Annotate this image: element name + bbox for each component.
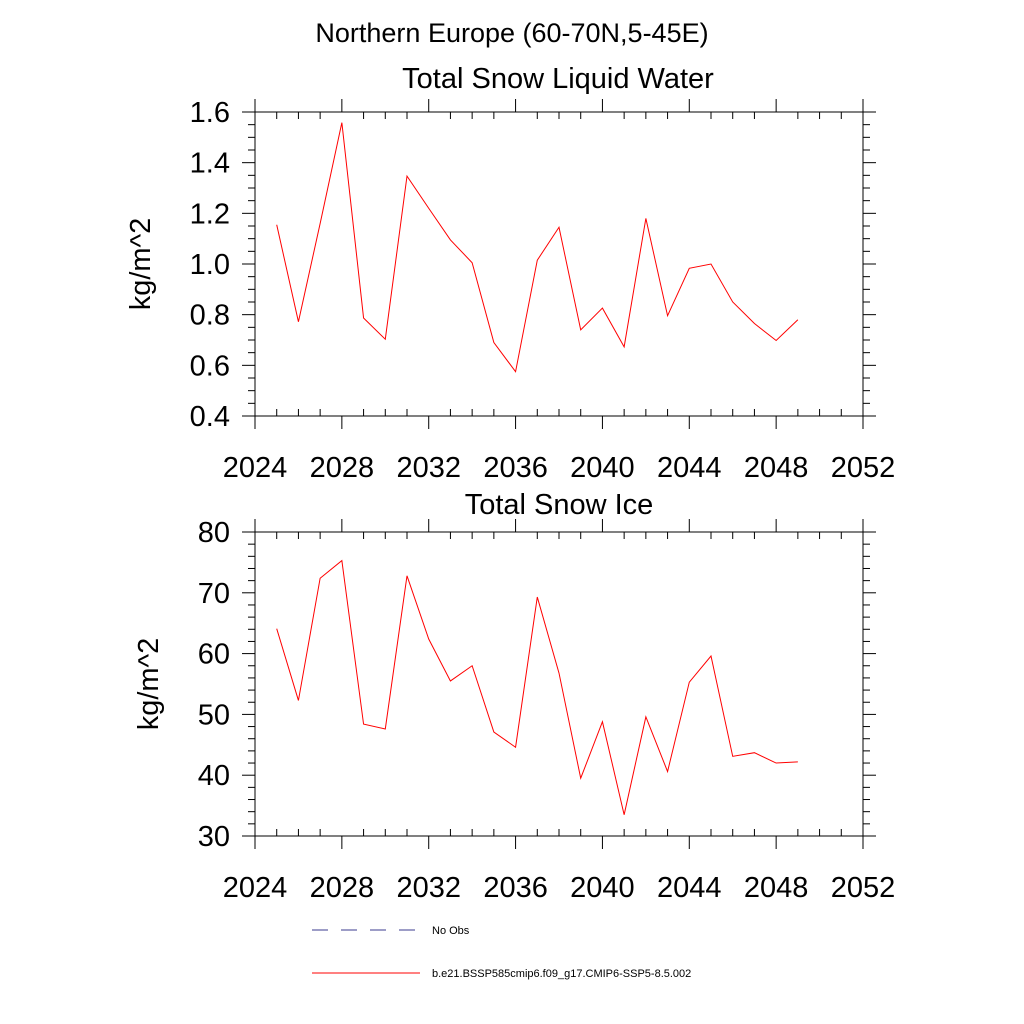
y-tick-label-50: 50 [198,699,230,731]
y-axis-label-snow-liquid-water: kg/m^2 [125,218,157,311]
y-tick-label-70: 70 [198,578,230,610]
x-tick-label-2052: 2052 [831,452,896,484]
y-tick-label-1.4: 1.4 [190,148,230,180]
x-tick-label-2024: 2024 [223,872,288,904]
y-tick-label-0.6: 0.6 [190,350,230,382]
series-snow-ice [276,559,798,815]
major-ticks-snow-liquid-water [242,99,876,429]
x-tick-label-2040: 2040 [570,452,635,484]
x-tick-label-2024: 2024 [223,452,288,484]
x-tick-label-2028: 2028 [310,872,375,904]
x-tick-label-2028: 2028 [310,452,375,484]
plot-frame-snow-ice [254,531,864,837]
minor-ticks-snow-ice [248,532,870,836]
y-tick-label-1.6: 1.6 [190,97,230,129]
y-tick-label-1.2: 1.2 [190,198,230,230]
y-tick-label-0.4: 0.4 [190,401,230,433]
y-tick-label-0.8: 0.8 [190,300,230,332]
y-tick-label-1: 1.0 [190,249,230,281]
x-tick-label-2044: 2044 [657,872,722,904]
x-tick-label-2032: 2032 [396,872,461,904]
y-tick-label-30: 30 [198,821,230,853]
tick-labels-snow-ice: 2024 2028 2032 2036 2040 2044 2048 2052 30 40 50 60… [198,517,896,904]
panel-title-snow-ice: Total Snow Ice [465,489,654,521]
x-tick-label-2048: 2048 [744,452,809,484]
major-ticks-snow-ice [242,519,876,849]
chart-panel-snow-liquid-water: Total Snow Liquid Water kg/m^2 2024 2028 2… [125,63,895,484]
y-tick-label-40: 40 [198,760,230,792]
y-tick-label-60: 60 [198,639,230,671]
plot-frame-snow-liquid-water [254,111,864,417]
x-tick-label-2048: 2048 [744,872,809,904]
figure-title: Northern Europe (60-70N,5-45E) [315,18,708,48]
tick-labels-snow-liquid-water: 2024 2028 2032 2036 2040 2044 2048 2052 0.4 0.6 0.… [190,97,896,484]
x-tick-label-2040: 2040 [570,872,635,904]
series-line-0 [276,122,799,373]
x-tick-label-2036: 2036 [483,452,548,484]
legend-label-model: b.e21.BSSP585cmip6.f09_g17.CMIP6-SSP5-8.… [432,968,691,980]
panel-title-snow-liquid-water: Total Snow Liquid Water [402,63,714,95]
legend: No Obs b.e21.BSSP585cmip6.f09_g17.CMIP6-… [312,925,691,980]
y-tick-label-80: 80 [198,517,230,549]
legend-label-no-obs: No Obs [432,925,470,937]
y-axis-label-snow-ice: kg/m^2 [133,638,165,731]
x-tick-label-2032: 2032 [396,452,461,484]
chart-panel-snow-ice: Total Snow Ice kg/m^2 2024 2028 2032 2036 20… [133,489,895,904]
series-snow-liquid-water [276,122,799,373]
x-tick-label-2052: 2052 [831,872,896,904]
series-line-0 [276,559,798,815]
minor-ticks-snow-liquid-water [248,112,870,416]
x-tick-label-2036: 2036 [483,872,548,904]
x-tick-label-2044: 2044 [657,452,722,484]
